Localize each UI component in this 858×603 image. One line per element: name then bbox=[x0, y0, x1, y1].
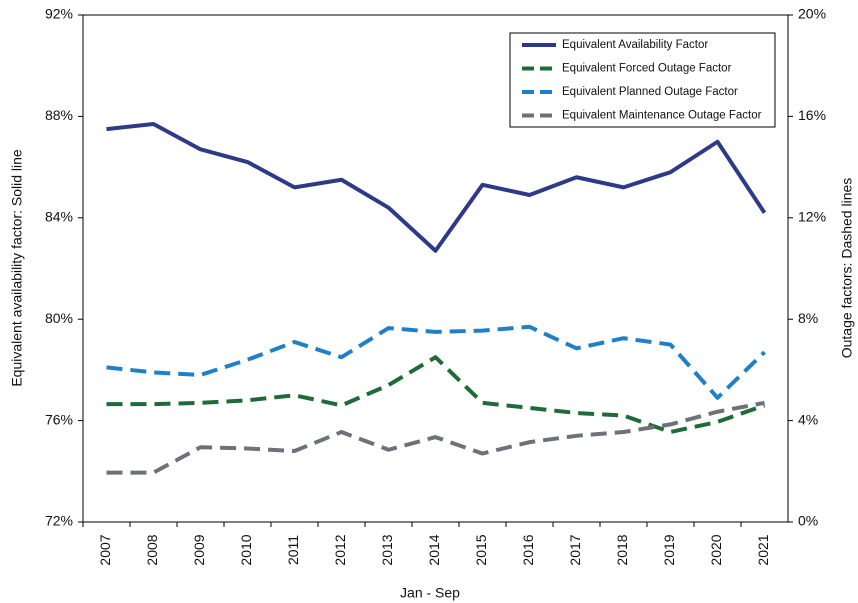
y-tick-label: 88% bbox=[45, 107, 73, 123]
x-tick-label: 2015 bbox=[473, 534, 489, 565]
legend-label: Equivalent Planned Outage Factor bbox=[562, 86, 738, 98]
x-tick-label: 2008 bbox=[144, 534, 160, 565]
plot-frame bbox=[82, 14, 789, 523]
y2-tick-label: 8% bbox=[798, 310, 818, 326]
x-tick-label: 2016 bbox=[520, 534, 536, 565]
y-tick-label: 76% bbox=[45, 411, 73, 427]
legend-box bbox=[509, 32, 776, 128]
y2-tick-label: 4% bbox=[798, 411, 818, 427]
series-line bbox=[106, 324, 766, 400]
x-tick-label: 2017 bbox=[567, 534, 583, 565]
x-tick-label: 2018 bbox=[614, 534, 630, 565]
x-tick-label: 2020 bbox=[708, 534, 724, 565]
legend-label: Equivalent Availability Factor bbox=[562, 39, 708, 51]
x-tick-label: 2009 bbox=[191, 534, 207, 565]
legend-label: Equivalent Forced Outage Factor bbox=[562, 63, 732, 75]
y-tick-label: 72% bbox=[45, 513, 73, 529]
y2-tick-label: 0% bbox=[798, 513, 818, 529]
y-tick-label: 84% bbox=[45, 209, 73, 225]
y-tick-label: 92% bbox=[45, 6, 73, 22]
x-tick-label: 2012 bbox=[332, 534, 348, 565]
series-line bbox=[106, 400, 765, 475]
x-tick-label: 2007 bbox=[97, 534, 113, 565]
x-tick-label: 2013 bbox=[379, 534, 395, 565]
y2-tick-label: 20% bbox=[798, 6, 826, 22]
x-tick-label: 2019 bbox=[661, 534, 677, 565]
series-line bbox=[106, 355, 766, 435]
legend-label: Equivalent Maintenance Outage Factor bbox=[562, 110, 762, 122]
y-axis-title: Equivalent availability factor: Solid li… bbox=[9, 149, 25, 387]
y-tick-label: 80% bbox=[45, 310, 73, 326]
y2-tick-label: 16% bbox=[798, 107, 826, 123]
series-line bbox=[106, 122, 767, 253]
y2-axis-title: Outage factors: Dashed lines bbox=[839, 178, 855, 359]
x-axis-title: Jan - Sep bbox=[400, 585, 460, 601]
legend: Equivalent Availability Factor Equivalent… bbox=[509, 32, 776, 128]
x-tick-label: 2014 bbox=[426, 534, 442, 565]
x-tick-label: 2021 bbox=[755, 534, 771, 565]
x-tick-label: 2011 bbox=[285, 535, 301, 565]
y2-tick-label: 12% bbox=[798, 209, 826, 225]
x-tick-label: 2010 bbox=[238, 534, 254, 565]
